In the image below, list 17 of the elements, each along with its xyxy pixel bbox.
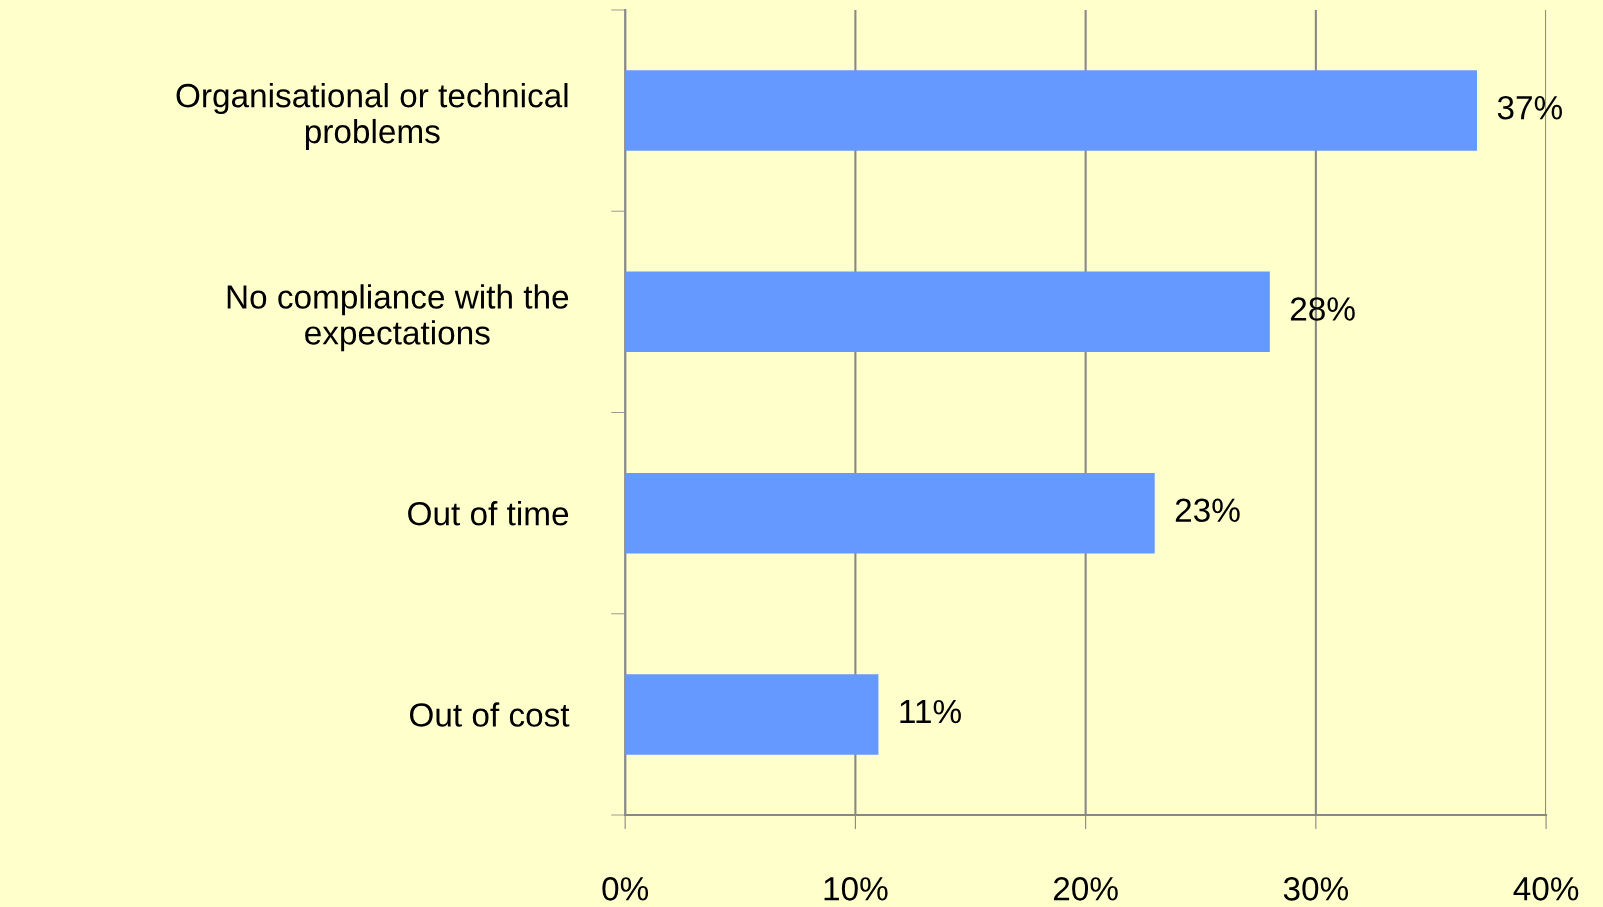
bar (625, 472, 1155, 554)
y-tick-label: Out of cost (409, 702, 570, 727)
x-tick-label: 30% (1283, 877, 1349, 901)
x-tick-label: 20% (1053, 877, 1118, 901)
data-label: 23% (1175, 498, 1240, 523)
x-tick-label: 0% (602, 877, 649, 901)
y-tick-label: No compliance with the expectations (227, 284, 569, 352)
data-label: 28% (1290, 297, 1355, 321)
y-tick-label: Out of time (408, 501, 569, 526)
y-tick-label: Organisational or technical problems (176, 82, 568, 150)
x-tick-label: 10% (824, 877, 888, 901)
bar (625, 271, 1270, 353)
bar (625, 674, 879, 755)
data-label: 37% (1497, 95, 1562, 120)
x-tick-label: 40% (1513, 877, 1579, 901)
bar (625, 70, 1478, 151)
data-label: 11% (900, 699, 961, 724)
